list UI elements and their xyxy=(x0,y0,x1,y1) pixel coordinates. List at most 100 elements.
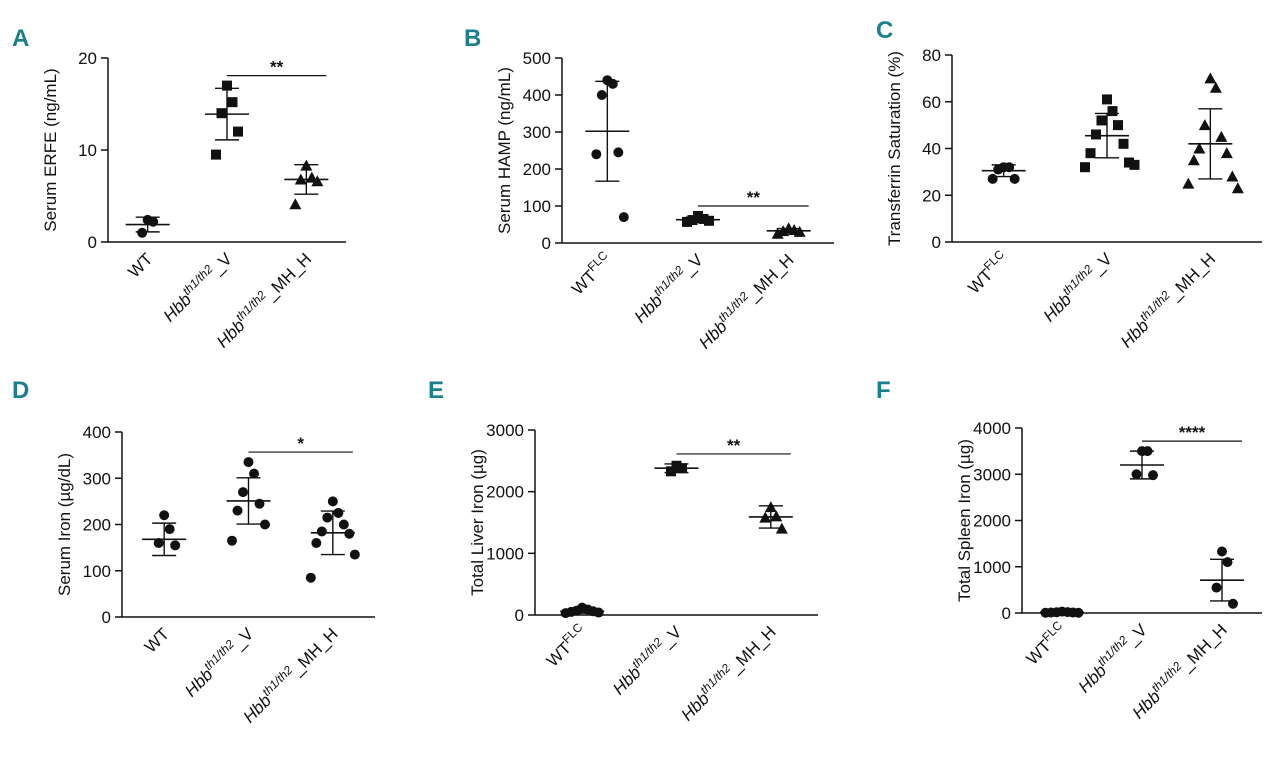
point xyxy=(349,549,360,560)
point xyxy=(1193,142,1206,154)
y-tick-label: 1000 xyxy=(973,558,1011,577)
point xyxy=(1182,177,1195,189)
panel-letter: B xyxy=(464,25,481,52)
point xyxy=(333,507,344,518)
point xyxy=(987,173,998,184)
label-suffix: _MH_H xyxy=(287,624,342,679)
x-tick-label: Hbbth1/th2_V xyxy=(1038,247,1117,326)
point xyxy=(1187,154,1200,166)
y-tick-label: 4000 xyxy=(973,419,1011,438)
y-tick-label: 200 xyxy=(83,516,111,535)
y-tick-label: 300 xyxy=(523,123,551,142)
y-tick-label: 500 xyxy=(523,49,551,68)
label-suffix: _MH_H xyxy=(725,622,780,677)
point xyxy=(793,225,806,237)
point xyxy=(305,171,318,183)
point xyxy=(170,540,181,551)
point xyxy=(1211,582,1222,593)
y-tick-label: 400 xyxy=(83,423,111,442)
y-tick-label: 3000 xyxy=(973,465,1011,484)
point xyxy=(1228,598,1238,609)
point xyxy=(677,463,687,474)
point xyxy=(211,149,221,160)
point xyxy=(238,487,248,498)
significance-label: ** xyxy=(747,188,761,207)
point xyxy=(1209,81,1222,93)
point xyxy=(338,519,349,530)
point xyxy=(560,608,571,619)
point xyxy=(1142,446,1153,457)
panel-letter: C xyxy=(876,17,893,44)
y-tick-label: 20 xyxy=(922,186,941,205)
point xyxy=(607,78,618,89)
y-axis-label: Transferrin Saturation (%) xyxy=(885,51,904,246)
point xyxy=(771,227,784,239)
y-tick-label: 10 xyxy=(78,141,97,160)
y-tick-label: 0 xyxy=(102,608,111,627)
point xyxy=(1085,148,1096,159)
panel: D 0 100 200 300 400 Serum Iron (µg/dL) WTHbbth1… xyxy=(12,377,375,727)
point xyxy=(1226,170,1239,182)
x-tick-label: Hbbth1/th2_MH_H xyxy=(693,248,797,352)
x-tick-label: WT xyxy=(141,624,173,656)
y-tick-label: 300 xyxy=(83,469,111,488)
label-base: WT xyxy=(124,249,156,281)
point xyxy=(993,164,1004,175)
y-tick-label: 20 xyxy=(78,49,97,68)
label-suffix: _MH_H xyxy=(260,249,315,304)
x-tick-label: Hbbth1/th2_V xyxy=(1073,618,1152,697)
y-axis-label: Serum HAMP (ng/mL) xyxy=(495,67,514,234)
point xyxy=(591,149,602,160)
y-tick-label: 80 xyxy=(922,46,941,65)
point xyxy=(232,505,243,516)
label-base: WT xyxy=(141,624,173,656)
point xyxy=(254,498,265,509)
point xyxy=(1198,119,1211,131)
point xyxy=(300,159,313,171)
point xyxy=(159,510,170,521)
y-axis-label: Total Spleen Iron (µg) xyxy=(955,439,974,602)
point xyxy=(759,511,772,523)
x-tick-label: Hbbth1/th2_V xyxy=(629,248,708,327)
point xyxy=(153,538,164,548)
point xyxy=(1131,469,1142,480)
point xyxy=(698,213,709,224)
y-tick-label: 0 xyxy=(88,233,97,252)
point xyxy=(618,212,629,223)
x-tick-label: WTFLC xyxy=(962,247,1013,298)
point xyxy=(1096,115,1107,126)
point xyxy=(704,215,714,226)
point xyxy=(344,528,355,539)
point xyxy=(1231,182,1244,194)
panel: B 0 100 200 300 400 500 Serum HAMP (ng/mL) WTFLC… xyxy=(464,25,834,353)
x-tick-label: Hbbth1/th2_V xyxy=(158,247,237,326)
point xyxy=(1073,607,1084,618)
point xyxy=(216,108,227,119)
panel: C 0 20 40 60 80 Transferrin Saturation (%) WTFL… xyxy=(876,17,1262,352)
point xyxy=(294,173,307,185)
panel-letter: A xyxy=(12,25,29,52)
point xyxy=(593,607,604,618)
point xyxy=(1040,607,1051,618)
point xyxy=(137,227,148,238)
point xyxy=(233,126,243,137)
y-tick-label: 2000 xyxy=(486,483,524,502)
point xyxy=(1204,72,1217,84)
point xyxy=(596,90,607,100)
y-tick-label: 100 xyxy=(83,562,111,581)
y-axis-label: Serum Iron (µg/dL) xyxy=(55,453,74,596)
point xyxy=(316,526,327,537)
y-tick-label: 0 xyxy=(1002,604,1011,623)
y-tick-label: 0 xyxy=(932,233,941,252)
point xyxy=(1102,94,1112,105)
label-suffix: _MH_H xyxy=(743,250,798,305)
y-tick-label: 0 xyxy=(542,234,551,253)
y-axis-label: Total Liver Iron (µg) xyxy=(468,449,487,596)
y-tick-label: 60 xyxy=(922,93,941,112)
significance-label: ** xyxy=(727,436,741,455)
x-tick-label: WTFLC xyxy=(541,620,592,671)
x-tick-label: WT xyxy=(124,249,156,281)
point xyxy=(613,147,624,158)
